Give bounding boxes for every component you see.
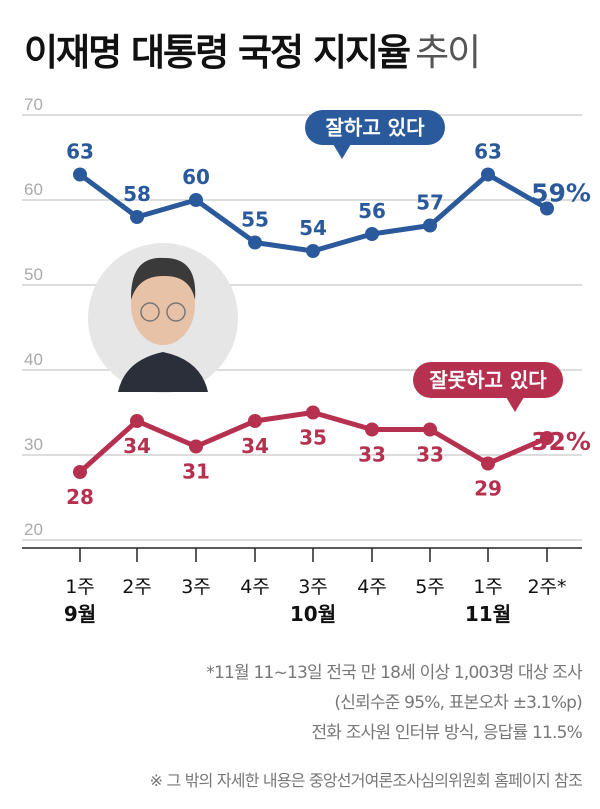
x-tick-label: 4주 xyxy=(357,576,387,598)
month-label: 11월 xyxy=(465,602,511,626)
x-tick-label: 3주 xyxy=(181,576,211,598)
data-point xyxy=(73,465,87,479)
data-point xyxy=(306,405,320,420)
y-tick-label: 20 xyxy=(24,520,43,539)
data-point xyxy=(130,210,144,224)
data-point xyxy=(365,422,379,437)
data-point xyxy=(540,431,554,445)
data-label: 57 xyxy=(416,191,444,215)
data-label: 33 xyxy=(416,443,444,467)
data-label: 34 xyxy=(241,434,269,458)
line-chart: 70 60 50 40 30 20 1주 2주 3주 4주 3주 4주 5주 1주 2주* 9월 10월 11월 잘… xyxy=(22,95,591,626)
footnote: ※ 그 밖의 자세한 내용은 중앙선거여론조사심의위원회 홈페이지 참조 xyxy=(149,771,583,790)
title-bold: 이재명 대통령 국정 지지율 xyxy=(24,31,411,74)
approve-bubble xyxy=(305,110,445,145)
data-point xyxy=(481,167,495,182)
data-label-last: 59% xyxy=(531,179,591,208)
data-point xyxy=(130,414,144,428)
data-point xyxy=(306,244,320,258)
data-point xyxy=(189,193,203,207)
x-tick-label: 1주 xyxy=(473,576,503,598)
x-tick-label: 1주 xyxy=(65,576,95,598)
data-point xyxy=(365,227,379,241)
title-light: 추이 xyxy=(415,31,481,74)
data-point xyxy=(423,218,437,233)
photo-face xyxy=(131,265,195,345)
photo-glasses xyxy=(140,302,160,322)
data-label: 63 xyxy=(66,140,94,164)
approve-bubble-label: 잘하고 있다 xyxy=(326,116,426,140)
y-tick-label: 50 xyxy=(24,265,43,284)
note-line: (신뢰수준 95%, 표본오차 ±3.1%p) xyxy=(334,693,582,713)
approve-bubble-tail xyxy=(333,144,351,159)
y-tick-label: 40 xyxy=(24,350,43,369)
x-tick-label: 4주 xyxy=(240,576,270,598)
photo-hair xyxy=(130,257,196,300)
data-label: 28 xyxy=(66,485,94,509)
data-label: 55 xyxy=(241,208,269,232)
y-tick-label: 70 xyxy=(24,95,43,114)
y-tick-label: 30 xyxy=(24,435,43,454)
data-point xyxy=(73,167,87,182)
data-point xyxy=(248,235,262,250)
x-tick-label: 3주 xyxy=(298,576,328,598)
disapprove-bubble-label: 잘못하고 있다 xyxy=(429,368,547,392)
data-label: 31 xyxy=(182,460,210,484)
data-point xyxy=(540,201,554,216)
data-label: 60 xyxy=(182,165,210,189)
data-point xyxy=(423,422,437,437)
disapprove-bubble-tail xyxy=(506,397,524,412)
x-tick-label: 2주 xyxy=(122,576,152,598)
data-label: 58 xyxy=(123,182,151,206)
photo-glasses xyxy=(166,302,186,322)
disapprove-bubble xyxy=(413,362,563,398)
data-point xyxy=(189,439,203,454)
note-line: *11월 11~13일 전국 만 18세 이상 1,003명 대상 조사 xyxy=(206,663,583,683)
data-label: 33 xyxy=(358,443,386,467)
survey-notes: *11월 11~13일 전국 만 18세 이상 1,003명 대상 조사 (신뢰… xyxy=(206,658,583,748)
y-tick-label: 60 xyxy=(24,180,43,199)
data-label: 54 xyxy=(299,216,327,240)
x-tick-label: 5주 xyxy=(415,576,445,598)
data-label: 63 xyxy=(474,140,502,164)
data-label: 56 xyxy=(358,199,386,223)
month-label: 9월 xyxy=(64,602,96,626)
photo-suit xyxy=(118,352,208,392)
note-line: 전화 조사원 인터뷰 방식, 응답률 11.5% xyxy=(311,723,582,743)
month-label: 10월 xyxy=(290,602,336,626)
x-tick-label: 2주* xyxy=(527,576,566,598)
data-label: 34 xyxy=(123,434,151,458)
data-label: 35 xyxy=(299,426,327,450)
chart-title: 이재명 대통령 국정 지지율 추이 xyxy=(24,22,481,76)
data-label-last: 32% xyxy=(531,427,591,456)
data-point xyxy=(248,414,262,428)
data-label: 29 xyxy=(474,477,502,501)
data-point xyxy=(481,456,495,471)
